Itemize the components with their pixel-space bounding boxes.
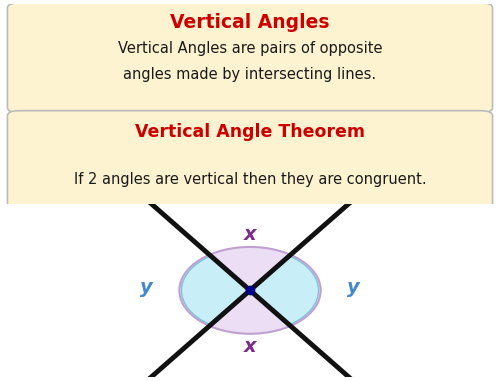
Text: If 2 angles are vertical then they are congruent.: If 2 angles are vertical then they are c… bbox=[74, 172, 426, 187]
Text: Vertical Angles are pairs of opposite: Vertical Angles are pairs of opposite bbox=[118, 41, 382, 56]
Text: Vertical Angles: Vertical Angles bbox=[170, 13, 330, 32]
Wedge shape bbox=[250, 256, 318, 325]
Text: angles made by intersecting lines.: angles made by intersecting lines. bbox=[124, 67, 376, 82]
Text: y: y bbox=[348, 278, 360, 297]
Text: x: x bbox=[244, 337, 256, 356]
Text: x: x bbox=[244, 225, 256, 244]
Wedge shape bbox=[182, 256, 250, 325]
Circle shape bbox=[180, 247, 320, 334]
FancyBboxPatch shape bbox=[8, 110, 492, 208]
Text: Vertical Angle Theorem: Vertical Angle Theorem bbox=[135, 123, 365, 141]
Text: y: y bbox=[140, 278, 152, 297]
FancyBboxPatch shape bbox=[8, 3, 492, 113]
